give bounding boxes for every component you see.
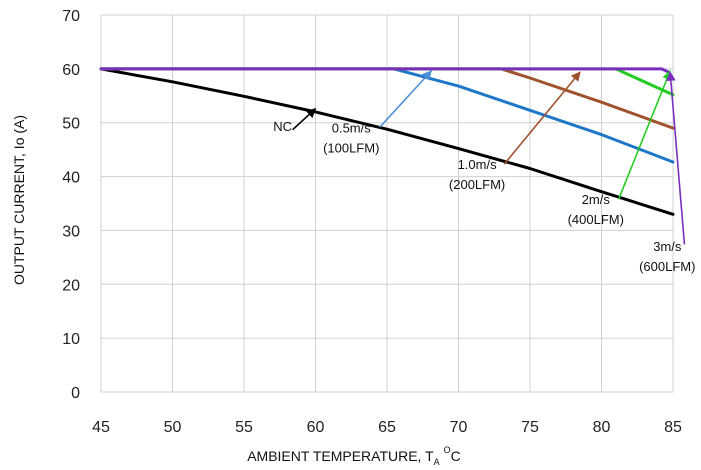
annotation-arrow-v05 [379,70,432,128]
annotation-label-v05: 0.5m/s [332,120,372,135]
y-tick-label: 60 [62,62,80,79]
x-tick-label: 80 [593,419,611,436]
annotation-label-v2: (400LFM) [568,212,624,227]
y-tick-label: 70 [62,8,80,25]
y-axis-title: OUTPUT CURRENT, Io (A) [11,115,27,285]
series-line-nc [99,67,675,216]
x-axis-ticks: 45 50 55 60 65 70 75 80 85 [92,419,682,436]
annotation-arrow-nc [292,108,317,131]
annotation-arrow-v2 [617,70,672,200]
annotation-arrow-v3 [666,71,686,245]
x-tick-label: 45 [92,419,110,436]
y-tick-label: 0 [71,385,80,402]
grid [100,14,674,393]
x-tick-label: 55 [235,419,253,436]
annotation-label-nc: NC [273,119,292,134]
x-tick-label: 60 [307,419,325,436]
y-tick-label: 40 [62,170,80,187]
annotation-label-v2: 2m/s [582,192,611,207]
y-tick-label: 10 [62,331,80,348]
annotations: NC 0.5m/s (100LFM) 1.0m/s (200LFM) 2m/s (400LF… [273,70,695,274]
series-line-v3 [99,67,671,74]
y-axis-ticks: 0 10 20 30 40 50 60 70 [62,8,80,402]
y-tick-label: 20 [62,277,80,294]
x-tick-label: 50 [164,419,182,436]
annotation-label-v3: (600LFM) [639,259,695,274]
x-axis-title: AMBIENT TEMPERATURE, TAOC [247,445,461,467]
x-tick-label: 70 [450,419,468,436]
annotation-label-v05: (100LFM) [323,140,379,155]
annotation-arrow-v10 [503,71,581,165]
annotation-label-v10: 1.0m/s [458,157,498,172]
y-tick-label: 30 [62,223,80,240]
x-tick-label: 85 [664,419,682,436]
x-tick-label: 75 [521,419,539,436]
annotation-label-v3: 3m/s [653,239,682,254]
y-tick-label: 50 [62,116,80,133]
annotation-label-v10: (200LFM) [449,177,505,192]
x-tick-label: 65 [378,419,396,436]
